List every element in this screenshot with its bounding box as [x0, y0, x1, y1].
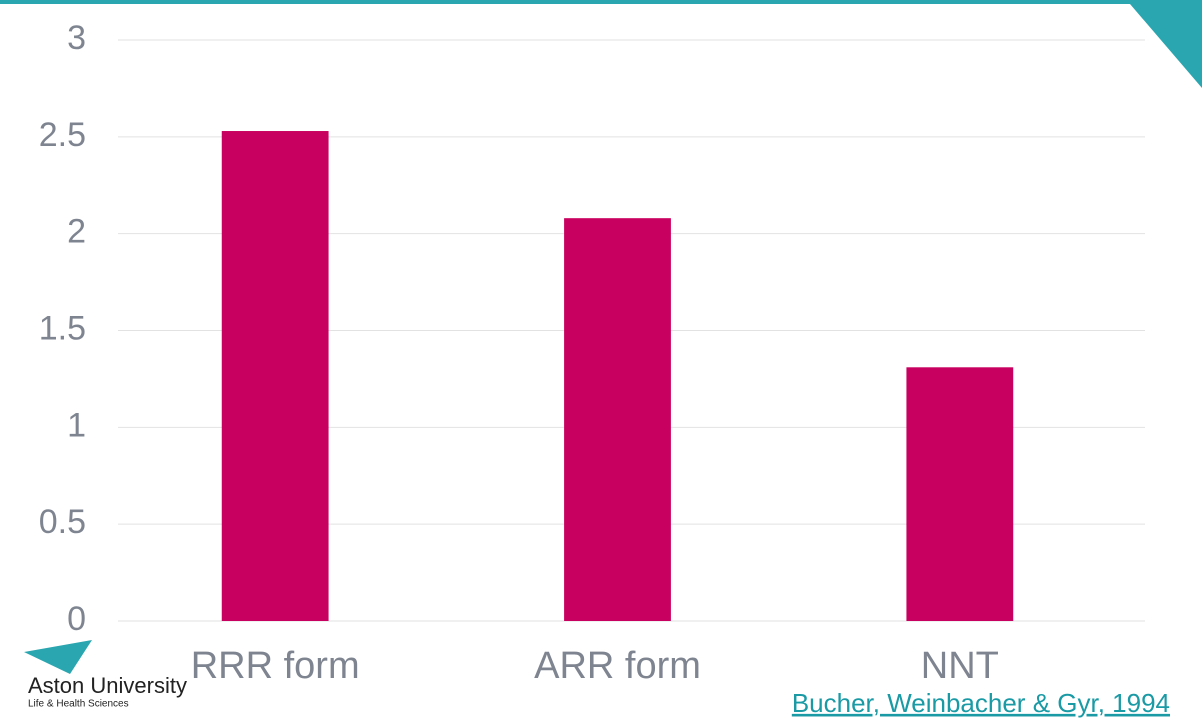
logo-subtitle: Life & Health Sciences [28, 699, 129, 710]
bar [221, 131, 329, 622]
y-tick-label: 2.5 [39, 116, 86, 154]
y-tick-label: 3 [67, 19, 86, 57]
logo-mark [24, 640, 92, 674]
corner-triangle [1130, 4, 1202, 88]
y-tick-label: 0.5 [39, 503, 86, 541]
top-bar [0, 0, 1202, 4]
x-tick-label: ARR form [534, 645, 701, 687]
citation-link[interactable]: Bucher, Weinbacher & Gyr, 1994 [792, 688, 1170, 718]
bar [564, 218, 671, 621]
y-tick-label: 0 [67, 600, 86, 638]
y-tick-label: 1.5 [39, 309, 86, 347]
bar [906, 367, 1014, 621]
logo: Aston University Life & Health Sciences [24, 640, 187, 710]
y-tick-label: 1 [67, 406, 86, 444]
x-tick-label: NNT [921, 645, 999, 687]
logo-name: Aston University [28, 673, 187, 698]
x-tick-label: RRR form [191, 645, 360, 687]
y-tick-label: 2 [67, 213, 86, 251]
